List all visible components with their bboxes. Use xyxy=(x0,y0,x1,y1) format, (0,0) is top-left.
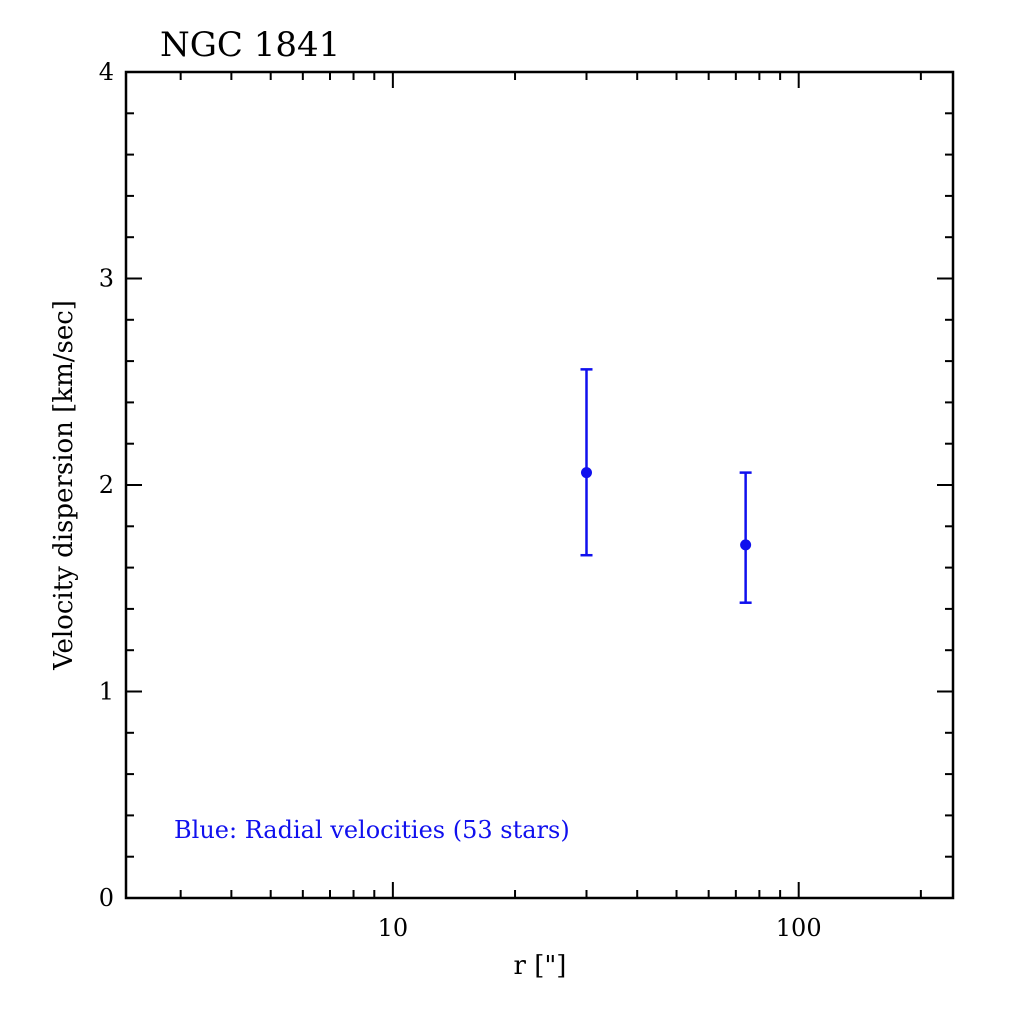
y-tick-label: 4 xyxy=(99,58,114,86)
y-tick-label: 2 xyxy=(99,471,114,499)
y-tick-label: 1 xyxy=(99,678,114,706)
x-axis-label: r ["] xyxy=(514,951,567,981)
y-tick-label: 0 xyxy=(99,884,114,912)
x-tick-label: 100 xyxy=(776,914,822,942)
y-tick-labels: 0 1 2 3 4 xyxy=(99,58,114,912)
y-tick-label: 3 xyxy=(99,265,114,293)
plot-frame xyxy=(124,70,955,900)
minor-ticks xyxy=(126,72,953,898)
major-ticks xyxy=(126,71,953,899)
y-axis-label: Velocity dispersion [km/sec] xyxy=(49,300,79,671)
data-point xyxy=(580,467,592,479)
legend-annotation: Blue: Radial velocities (53 stars) xyxy=(174,816,570,844)
data-point xyxy=(740,539,752,551)
x-tick-labels: 10 100 xyxy=(378,914,822,942)
x-tick-label: 10 xyxy=(378,914,409,942)
data-series xyxy=(580,368,752,604)
chart-title: NGC 1841 xyxy=(160,25,340,65)
